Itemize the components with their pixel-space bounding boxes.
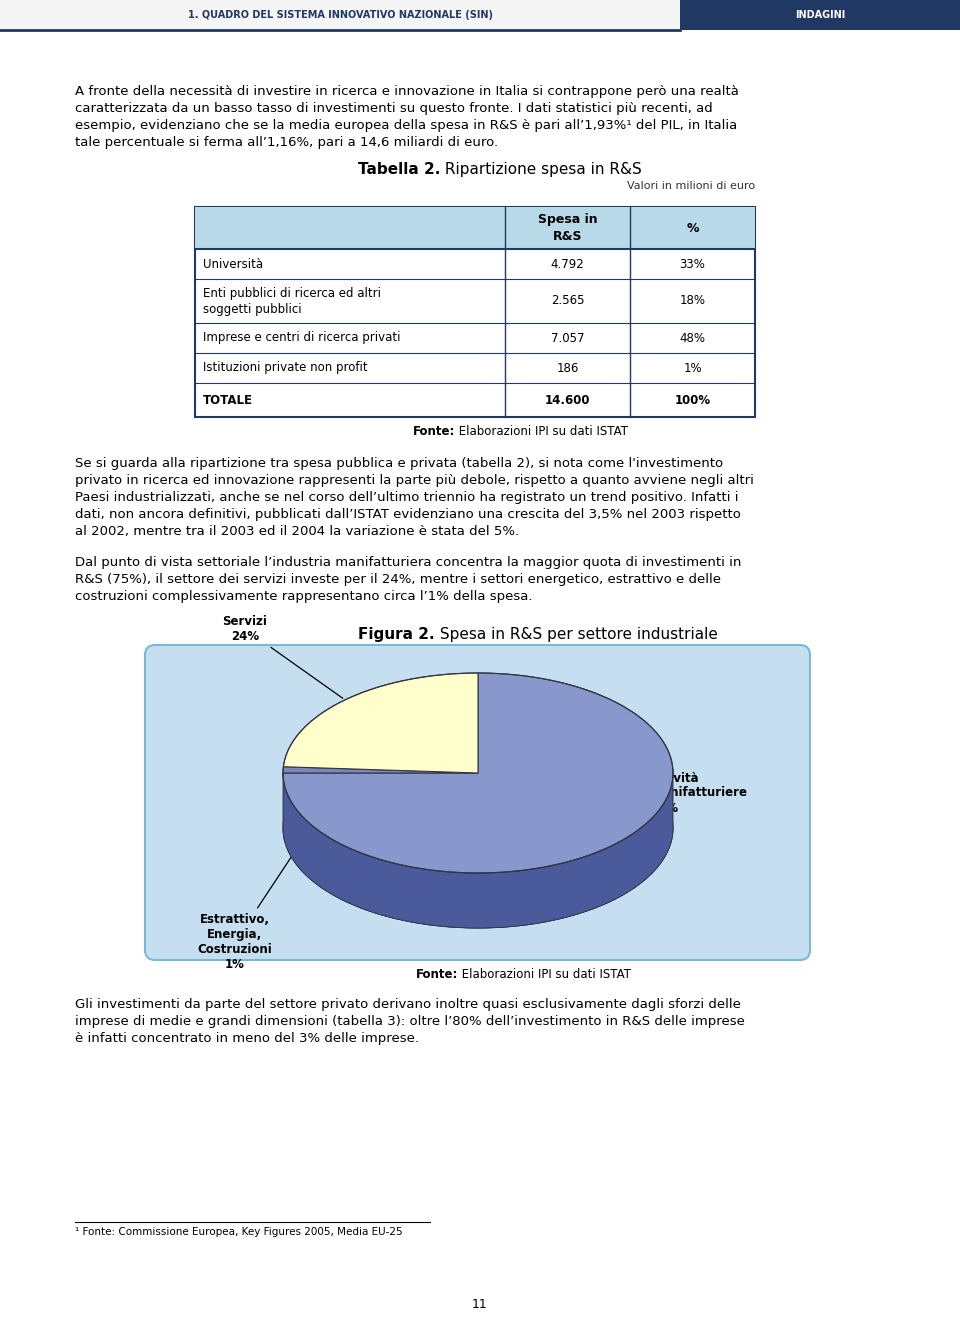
- Text: Università: Università: [203, 257, 263, 271]
- Text: 2.565: 2.565: [551, 295, 585, 307]
- Text: Enti pubblici di ricerca ed altri
soggetti pubblici: Enti pubblici di ricerca ed altri sogget…: [203, 287, 381, 315]
- Text: è infatti concentrato in meno del 3% delle imprese.: è infatti concentrato in meno del 3% del…: [75, 1032, 419, 1045]
- Text: Servizi
24%: Servizi 24%: [223, 615, 343, 698]
- Bar: [680, 0, 960, 29]
- Text: ¹ Fonte: Commissione Europea, Key Figures 2005, Media EU-25: ¹ Fonte: Commissione Europea, Key Figure…: [75, 1227, 402, 1237]
- Text: TOTALE: TOTALE: [203, 394, 253, 406]
- Text: Figura 2.: Figura 2.: [358, 627, 435, 642]
- Bar: [0, 0, 680, 29]
- FancyBboxPatch shape: [145, 645, 810, 959]
- Text: tale percentuale si ferma all’1,16%, pari a 14,6 miliardi di euro.: tale percentuale si ferma all’1,16%, par…: [75, 135, 498, 149]
- Polygon shape: [283, 766, 478, 773]
- Text: Estrattivo,
Energia,
Costruzioni
1%: Estrattivo, Energia, Costruzioni 1%: [198, 813, 321, 972]
- Text: Spesa in
R&S: Spesa in R&S: [538, 213, 597, 243]
- Polygon shape: [283, 768, 673, 929]
- Text: dati, non ancora definitivi, pubblicati dall’ISTAT evidenziano una crescita del : dati, non ancora definitivi, pubblicati …: [75, 508, 741, 521]
- Bar: [195, 206, 755, 249]
- Text: Attività
manifatturiere
75%: Attività manifatturiere 75%: [644, 772, 747, 815]
- Text: Spesa in R&S per settore industriale: Spesa in R&S per settore industriale: [435, 627, 718, 642]
- Text: Ripartizione spesa in R&S: Ripartizione spesa in R&S: [440, 162, 641, 177]
- Text: 14.600: 14.600: [544, 394, 590, 406]
- Text: Fonte:: Fonte:: [413, 425, 455, 438]
- Text: Fonte:: Fonte:: [416, 967, 458, 981]
- Text: 1. QUADRO DEL SISTEMA INNOVATIVO NAZIONALE (SIN): 1. QUADRO DEL SISTEMA INNOVATIVO NAZIONA…: [187, 9, 492, 20]
- Text: 1%: 1%: [684, 362, 702, 374]
- Text: 7.057: 7.057: [551, 331, 585, 344]
- Text: Elaborazioni IPI su dati ISTAT: Elaborazioni IPI su dati ISTAT: [458, 967, 631, 981]
- Text: 186: 186: [556, 362, 579, 374]
- Text: 11: 11: [472, 1298, 488, 1312]
- Polygon shape: [283, 673, 673, 872]
- Text: 33%: 33%: [680, 257, 706, 271]
- Polygon shape: [283, 673, 478, 773]
- Ellipse shape: [283, 728, 673, 929]
- Text: imprese di medie e grandi dimensioni (tabella 3): oltre l’80% dell’investimento : imprese di medie e grandi dimensioni (ta…: [75, 1014, 745, 1028]
- Text: Valori in milioni di euro: Valori in milioni di euro: [627, 181, 755, 192]
- Text: R&S (75%), il settore dei servizi investe per il 24%, mentre i settori energetic: R&S (75%), il settore dei servizi invest…: [75, 574, 721, 586]
- Text: Gli investimenti da parte del settore privato derivano inoltre quasi esclusivame: Gli investimenti da parte del settore pr…: [75, 998, 741, 1010]
- Text: caratterizzata da un basso tasso di investimenti su questo fronte. I dati statis: caratterizzata da un basso tasso di inve…: [75, 102, 712, 115]
- Text: 4.792: 4.792: [551, 257, 585, 271]
- Text: costruzioni complessivamente rappresentano circa l’1% della spesa.: costruzioni complessivamente rappresenta…: [75, 590, 533, 603]
- Text: 100%: 100%: [675, 394, 710, 406]
- Text: A fronte della necessità di investire in ricerca e innovazione in Italia si cont: A fronte della necessità di investire in…: [75, 84, 739, 98]
- Text: Dal punto di vista settoriale l’industria manifatturiera concentra la maggior qu: Dal punto di vista settoriale l’industri…: [75, 556, 741, 570]
- Text: al 2002, mentre tra il 2003 ed il 2004 la variazione è stata del 5%.: al 2002, mentre tra il 2003 ed il 2004 l…: [75, 525, 519, 537]
- Bar: [195, 206, 755, 417]
- Text: %: %: [686, 221, 699, 234]
- Text: INDAGINI: INDAGINI: [795, 9, 845, 20]
- Text: Imprese e centri di ricerca privati: Imprese e centri di ricerca privati: [203, 331, 400, 344]
- Text: 48%: 48%: [680, 331, 706, 344]
- Text: Tabella 2.: Tabella 2.: [358, 162, 440, 177]
- Text: Paesi industrializzati, anche se nel corso dell’ultimo triennio ha registrato un: Paesi industrializzati, anche se nel cor…: [75, 490, 738, 504]
- Text: Elaborazioni IPI su dati ISTAT: Elaborazioni IPI su dati ISTAT: [455, 425, 628, 438]
- Polygon shape: [283, 773, 673, 929]
- Text: Istituzioni private non profit: Istituzioni private non profit: [203, 362, 368, 374]
- Text: privato in ricerca ed innovazione rappresenti la parte più debole, rispetto a qu: privato in ricerca ed innovazione rappre…: [75, 474, 754, 486]
- Text: esempio, evidenziano che se la media europea della spesa in R&S è pari all’1,93%: esempio, evidenziano che se la media eur…: [75, 119, 737, 133]
- Text: 18%: 18%: [680, 295, 706, 307]
- Text: Se si guarda alla ripartizione tra spesa pubblica e privata (tabella 2), si nota: Se si guarda alla ripartizione tra spesa…: [75, 457, 723, 470]
